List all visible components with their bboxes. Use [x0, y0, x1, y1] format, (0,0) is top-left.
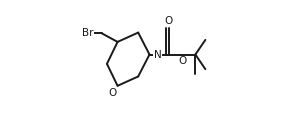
Text: O: O: [178, 56, 186, 66]
Text: N: N: [154, 49, 162, 60]
Text: O: O: [164, 16, 172, 26]
Text: Br: Br: [82, 28, 93, 38]
Text: O: O: [109, 88, 117, 98]
